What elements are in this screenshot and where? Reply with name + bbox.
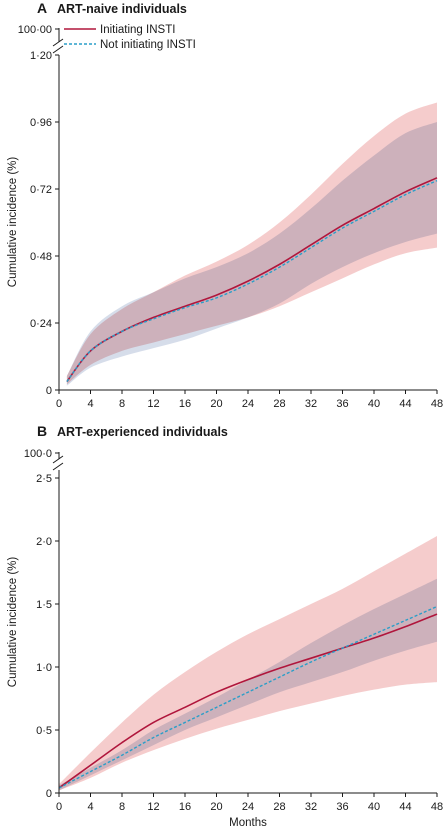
ci-band-initiating <box>59 535 437 791</box>
series-line-not-initiating <box>58 605 438 789</box>
x-tick-label: 28 <box>273 801 285 813</box>
x-tick-label: 4 <box>87 801 93 813</box>
panel-a-break-top-label: 100·00 <box>18 24 52 36</box>
panel-a-series-lines <box>66 177 438 383</box>
ci-band-not-initiating <box>66 122 437 386</box>
x-tick-label: 0 <box>56 398 62 410</box>
x-tick-label: 20 <box>210 801 222 813</box>
y-tick-label: 0·72 <box>30 184 52 196</box>
legend-initiating-label: Initiating INSTI <box>100 24 175 36</box>
y-tick-label: 1·20 <box>30 50 52 62</box>
x-tick-label: 36 <box>336 398 348 410</box>
panel-a-x-ticks: 0 4 8 12 16 20 24 28 32 36 40 44 48 <box>56 390 443 410</box>
x-tick-label: 32 <box>305 398 317 410</box>
legend-not-initiating-label: Not initiating INSTI <box>100 39 196 51</box>
x-tick-label: 40 <box>368 398 380 410</box>
panel-b-y-ticks: 0 0·5 1·0 1·5 2·0 2·5 <box>36 473 59 800</box>
x-tick-label: 36 <box>336 801 348 813</box>
y-tick-label: 0 <box>46 788 52 800</box>
x-tick-label: 32 <box>305 801 317 813</box>
panel-a-axis-break-icon <box>52 38 64 54</box>
x-tick-label: 12 <box>147 398 159 410</box>
y-tick-label: 0·5 <box>36 725 52 737</box>
panel-b-x-ticks: 0 4 8 12 16 20 24 28 32 36 40 44 48 <box>56 793 443 813</box>
x-tick-label: 48 <box>431 398 443 410</box>
series-line-not-initiating <box>66 179 438 383</box>
panel-a-y-axis-label: Cumulative incidence (%) <box>7 157 19 288</box>
x-tick-label: 24 <box>242 398 254 410</box>
panel-b-y-axis-label: Cumulative incidence (%) <box>7 557 19 688</box>
legend: Initiating INSTI Not initiating INSTI <box>64 24 196 51</box>
x-tick-label: 16 <box>179 398 191 410</box>
panel-b: B ART-experienced individuals 100·0 0 0·5… <box>7 423 443 829</box>
panel-a-letter: A <box>37 0 47 16</box>
panel-b-break-top-label: 100·0 <box>24 448 52 460</box>
x-tick-label: 44 <box>399 398 411 410</box>
x-tick-label: 40 <box>368 801 380 813</box>
x-tick-label: 24 <box>242 801 254 813</box>
panel-b-axis-break-icon <box>52 455 64 471</box>
x-tick-label: 12 <box>147 801 159 813</box>
panel-b-series-lines <box>58 605 438 789</box>
panel-a-confidence-bands <box>66 102 437 386</box>
y-tick-label: 2·0 <box>36 536 52 548</box>
x-tick-label: 44 <box>399 801 411 813</box>
x-tick-label: 28 <box>273 398 285 410</box>
y-tick-label: 1·5 <box>36 599 52 611</box>
panel-a: A ART-naive individuals 100·00 0 0·24 0·48… <box>7 0 443 410</box>
y-tick-label: 0·24 <box>30 318 52 330</box>
x-tick-label: 4 <box>87 398 93 410</box>
panel-b-confidence-bands <box>59 535 437 791</box>
x-tick-label: 8 <box>119 398 125 410</box>
x-tick-label: 20 <box>210 398 222 410</box>
x-tick-label: 8 <box>119 801 125 813</box>
y-tick-label: 0·96 <box>30 117 52 129</box>
panel-b-letter: B <box>37 423 47 439</box>
panel-a-title: ART-naive individuals <box>57 2 187 16</box>
x-tick-label: 16 <box>179 801 191 813</box>
panel-b-title: ART-experienced individuals <box>57 425 228 439</box>
y-tick-label: 0·48 <box>30 251 52 263</box>
y-tick-label: 2·5 <box>36 473 52 485</box>
panel-a-y-ticks: 0 0·24 0·48 0·72 0·96 1·20 <box>30 50 59 397</box>
y-tick-label: 0 <box>46 385 52 397</box>
x-tick-label: 0 <box>56 801 62 813</box>
x-axis-label-months: Months <box>229 817 267 829</box>
series-line-initiating <box>58 613 438 789</box>
y-tick-label: 1·0 <box>36 662 52 674</box>
x-tick-label: 48 <box>431 801 443 813</box>
